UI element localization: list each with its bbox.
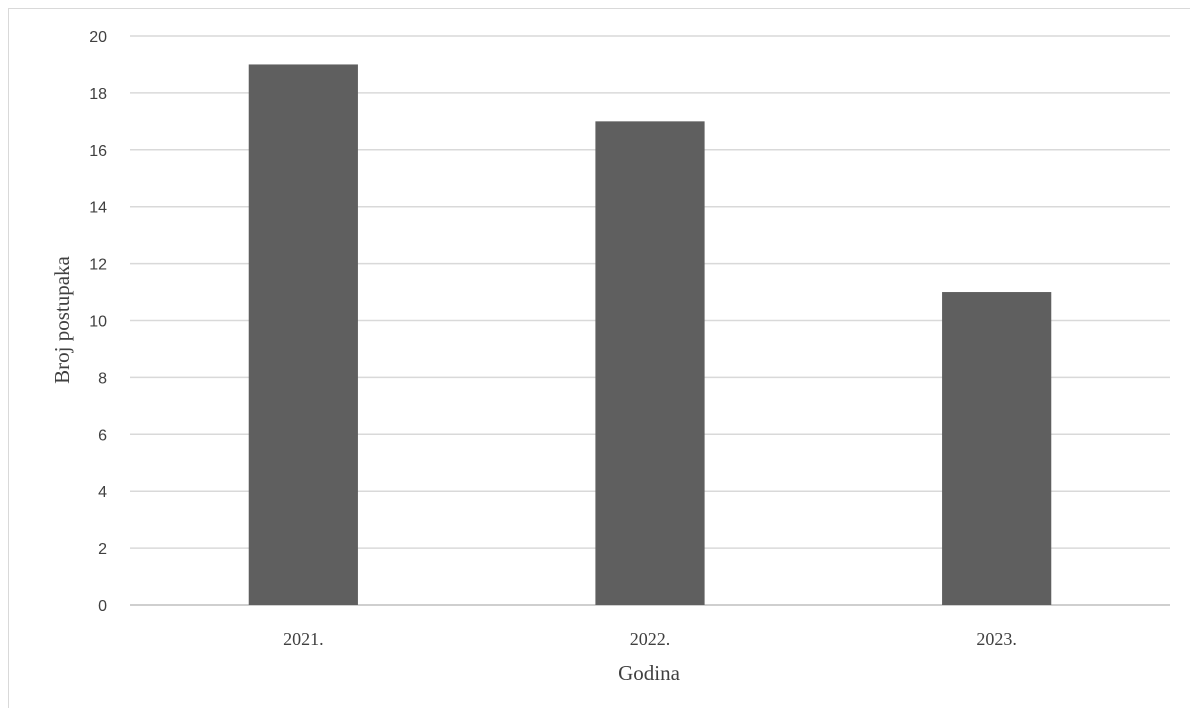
y-tick-label: 4 [98, 484, 107, 501]
y-tick-label: 10 [89, 314, 107, 331]
x-axis-title: Godina [618, 661, 681, 685]
y-tick-label: 16 [89, 143, 107, 160]
bar [942, 292, 1052, 605]
y-tick-labels: 0 2 4 6 8 10 12 14 16 18 20 [89, 29, 107, 615]
y-tick-label: 14 [89, 200, 107, 217]
x-tick-labels: 2021. 2022. 2023. [283, 629, 1017, 649]
y-tick-label: 20 [89, 29, 107, 46]
bars [248, 64, 1052, 605]
y-tick-label: 6 [98, 427, 107, 444]
bar [248, 64, 358, 605]
x-tick-label: 2021. [283, 629, 324, 649]
bar [595, 121, 705, 605]
chart-frame [8, 8, 1190, 708]
y-tick-label: 0 [98, 598, 107, 615]
x-tick-label: 2022. [630, 629, 671, 649]
y-tick-label: 12 [89, 257, 107, 274]
y-tick-label: 2 [98, 541, 107, 558]
y-tick-label: 8 [98, 370, 107, 387]
x-tick-label: 2023. [976, 629, 1017, 649]
y-axis-title: Broj postupaka [50, 255, 74, 383]
y-tick-label: 18 [89, 86, 107, 103]
